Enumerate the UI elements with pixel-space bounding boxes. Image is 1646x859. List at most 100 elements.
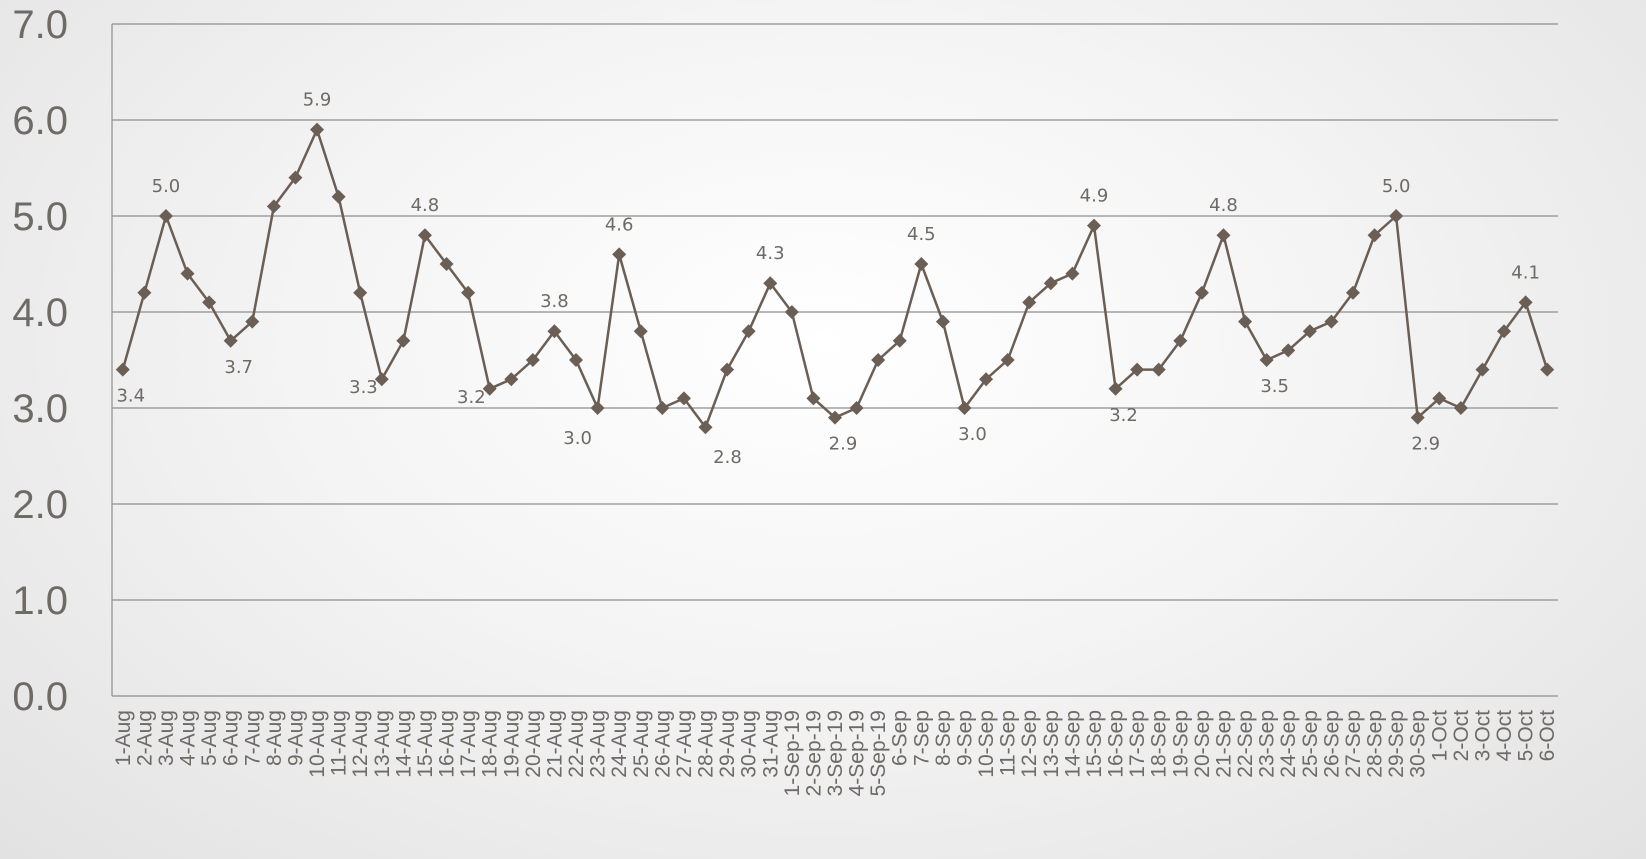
data-point-marker <box>1497 324 1512 339</box>
x-tick-label: 4-Oct <box>1493 710 1516 762</box>
x-tick-label: 14-Sep <box>1061 710 1084 778</box>
data-point-marker <box>223 333 238 348</box>
x-tick-label: 17-Sep <box>1126 710 1149 778</box>
data-point-marker <box>1065 266 1080 281</box>
series-line <box>121 128 1549 429</box>
x-tick-label: 17-Aug <box>457 710 480 778</box>
x-tick-label: 27-Aug <box>673 710 696 778</box>
x-tick-label: 28-Aug <box>695 710 718 778</box>
data-point-marker <box>1432 391 1447 406</box>
x-tick-label: 29-Sep <box>1385 710 1408 778</box>
data-point-marker <box>353 285 368 300</box>
x-tick-label: 4-Aug <box>177 710 200 766</box>
x-tick-label: 11-Aug <box>328 710 351 776</box>
data-point-marker <box>914 257 929 271</box>
data-label: 2.8 <box>713 447 742 468</box>
data-point-marker <box>1043 276 1058 291</box>
x-tick-label: 12-Sep <box>1018 710 1041 778</box>
x-tick-label: 11-Sep <box>997 710 1020 776</box>
x-tick-label: 4-Sep-19 <box>846 710 869 796</box>
data-point-marker <box>525 353 540 367</box>
data-point-marker <box>461 285 476 300</box>
x-tick-label: 12-Aug <box>349 710 372 778</box>
data-point-marker <box>1281 343 1296 358</box>
data-point-marker <box>1345 285 1360 300</box>
x-tick-label: 5-Sep-19 <box>867 710 890 796</box>
x-tick-label: 22-Sep <box>1234 710 1257 778</box>
y-tick-label: 5.0 <box>12 195 68 239</box>
x-tick-label: 30-Sep <box>1407 710 1430 778</box>
x-tick-label: 31-Aug <box>759 710 782 778</box>
data-label: 5.0 <box>152 176 181 197</box>
data-point-marker <box>828 410 842 425</box>
data-point-marker <box>957 401 972 415</box>
x-tick-label: 2-Oct <box>1450 710 1473 762</box>
data-point-marker <box>417 228 432 243</box>
x-tick-label: 6-Oct <box>1536 710 1559 762</box>
x-tick-label: 5-Aug <box>198 710 221 766</box>
x-tick-label: 27-Sep <box>1342 710 1365 778</box>
data-label: 4.5 <box>907 224 936 245</box>
data-point-marker <box>1389 209 1404 223</box>
data-label: 5.0 <box>1382 176 1411 197</box>
data-point-marker <box>482 381 497 396</box>
x-tick-label: 20-Sep <box>1191 710 1214 778</box>
data-label: 4.9 <box>1080 186 1109 207</box>
data-point-marker <box>288 170 303 185</box>
data-point-marker <box>1324 314 1339 329</box>
data-point-marker <box>806 391 821 406</box>
x-tick-label: 7-Aug <box>241 710 264 766</box>
data-point-marker <box>1108 381 1123 396</box>
data-point-marker <box>763 276 778 291</box>
x-tick-label: 18-Sep <box>1148 710 1171 778</box>
y-tick-label: 7.0 <box>12 3 68 47</box>
x-tick-label: 5-Oct <box>1515 710 1538 762</box>
data-point-marker <box>1151 362 1166 377</box>
x-tick-label: 18-Aug <box>479 710 502 778</box>
x-tick-label: 21-Sep <box>1212 710 1235 778</box>
data-point-marker <box>180 266 195 281</box>
y-tick-label: 3.0 <box>12 387 68 431</box>
data-point-marker <box>1173 333 1188 348</box>
x-tick-label: 25-Sep <box>1299 710 1322 778</box>
data-point-marker <box>245 314 260 329</box>
data-point-marker <box>1216 228 1231 243</box>
data-point-marker <box>935 314 950 329</box>
data-point-marker <box>158 209 173 223</box>
data-label: 4.6 <box>605 214 634 235</box>
x-tick-label: 24-Aug <box>608 710 631 778</box>
data-point-marker <box>655 401 670 415</box>
data-point-marker <box>504 372 519 387</box>
x-tick-label: 3-Sep-19 <box>824 710 847 796</box>
data-label: 3.2 <box>457 387 486 408</box>
data-label: 2.9 <box>829 434 858 455</box>
data-point-marker <box>698 420 713 435</box>
data-point-marker <box>590 401 605 415</box>
x-tick-label: 10-Aug <box>306 710 329 778</box>
x-tick-label: 20-Aug <box>522 710 545 778</box>
x-tick-label: 3-Aug <box>155 710 178 766</box>
y-tick-label: 6.0 <box>12 99 68 143</box>
y-tick-label: 1.0 <box>12 579 68 623</box>
y-tick-label: 0.0 <box>12 675 68 719</box>
x-tick-label: 9-Sep <box>953 710 976 766</box>
x-tick-label: 6-Aug <box>220 710 243 766</box>
y-tick-label: 4.0 <box>12 291 68 335</box>
data-point-marker <box>784 305 799 319</box>
data-label: 3.4 <box>116 386 145 407</box>
data-point-marker <box>1453 401 1468 415</box>
data-labels: 3.4 5.0 3.7 5.9 3.3 4.8 3.2 3.8 3.0 4.6 2.8 4.3 2.9 4… <box>116 90 1539 469</box>
data-point-marker <box>676 391 691 406</box>
data-point-marker <box>979 372 994 387</box>
x-tick-label: 19-Aug <box>500 710 523 778</box>
data-label: 3.3 <box>349 377 378 398</box>
data-point-marker <box>871 353 886 367</box>
data-point-marker <box>137 285 152 300</box>
data-point-marker <box>569 353 584 367</box>
x-tick-label: 3-Oct <box>1471 710 1494 762</box>
data-label: 4.1 <box>1511 262 1540 283</box>
data-label: 3.0 <box>563 428 592 449</box>
x-tick-label: 7-Sep <box>910 710 933 766</box>
x-tick-label: 21-Aug <box>543 710 566 778</box>
